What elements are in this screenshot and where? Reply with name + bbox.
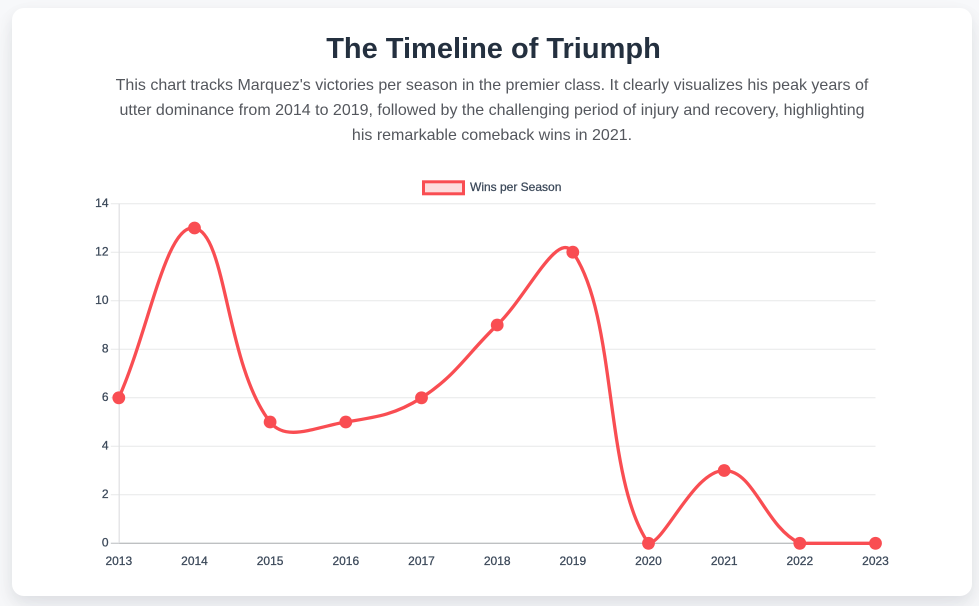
- svg-text:2015: 2015: [257, 554, 284, 568]
- svg-text:2014: 2014: [181, 554, 208, 568]
- svg-text:2023: 2023: [862, 554, 889, 568]
- svg-text:6: 6: [102, 390, 109, 404]
- svg-text:0: 0: [102, 536, 109, 550]
- svg-text:2016: 2016: [332, 554, 359, 568]
- svg-text:12: 12: [95, 245, 109, 259]
- svg-text:2021: 2021: [711, 554, 738, 568]
- svg-text:2017: 2017: [408, 554, 435, 568]
- svg-text:2018: 2018: [484, 554, 511, 568]
- svg-text:2022: 2022: [786, 554, 813, 568]
- svg-text:2020: 2020: [635, 554, 662, 568]
- svg-text:8: 8: [102, 342, 109, 356]
- svg-text:10: 10: [95, 293, 109, 307]
- svg-text:4: 4: [102, 439, 109, 453]
- svg-text:2: 2: [102, 487, 109, 501]
- svg-text:Wins per Season: Wins per Season: [470, 180, 561, 194]
- svg-text:2013: 2013: [105, 554, 132, 568]
- svg-text:2019: 2019: [559, 554, 586, 568]
- svg-text:14: 14: [95, 196, 109, 210]
